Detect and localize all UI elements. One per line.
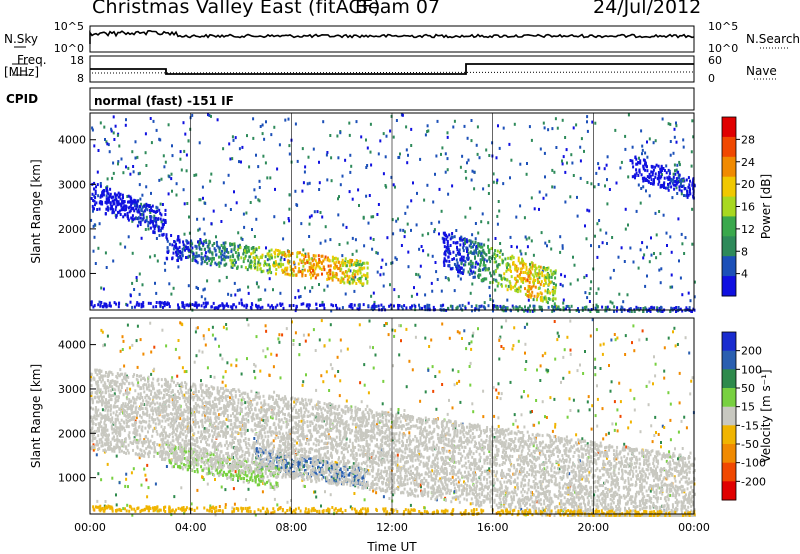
colorbar-swatch xyxy=(722,196,736,217)
x-tick-label: 20:00 xyxy=(577,521,609,534)
colorbar-tick-label: 4 xyxy=(741,268,748,281)
radar-title: Christmas Valley East (fitACF) xyxy=(92,0,381,18)
y-tick-label: 3000 xyxy=(58,383,86,396)
colorbar-tick-label: 15 xyxy=(741,401,755,414)
y-tick-label: 1000 xyxy=(58,472,86,485)
heatmap-cells xyxy=(90,113,696,313)
colorbar-tick-label: 8 xyxy=(741,245,748,258)
colorbar-tick-label: -15 xyxy=(741,419,759,432)
freq-tick-bottom: 8 xyxy=(77,72,84,85)
nsearch-tick-top: 10^5 xyxy=(708,20,738,33)
colorbar-swatch xyxy=(722,369,736,389)
colorbar-label: Velocity [m s⁻¹] xyxy=(759,369,773,462)
colorbar-tick-label: 200 xyxy=(741,345,762,358)
y-axis-label: Slant Range [km] xyxy=(29,159,43,263)
x-tick-label: 00:00 xyxy=(74,521,106,534)
colorbar-swatch xyxy=(722,256,736,277)
x-tick-label: 12:00 xyxy=(376,521,408,534)
freq-trace xyxy=(90,63,694,75)
y-tick-label: 3000 xyxy=(58,178,86,191)
velocity-colorbar: 200 100 50 15 -15 -50 -100 -200 Velocity [m s⁻¹] xyxy=(721,331,773,501)
colorbar-swatch xyxy=(722,444,736,464)
colorbar-tick-label: 50 xyxy=(741,382,755,395)
velocity-panel: 1000 2000 3000 4000 00:00 04:00 08:00 12:00 16:0… xyxy=(29,317,710,554)
nsearch-label: N.Search xyxy=(746,32,800,46)
nsearch-tick-bottom: 10^0 xyxy=(708,42,738,55)
colorbars: 28 24 20 16 12 8 4 Power [dB] 200 100 50 15 -15 -50 -1… xyxy=(721,116,773,501)
nave-label: Nave xyxy=(746,64,777,78)
colorbar-swatch xyxy=(722,350,736,370)
y-axis-label: Slant Range [km] xyxy=(29,364,43,468)
nave-tick-bottom: 0 xyxy=(708,72,715,85)
colorbar-tick-label: -50 xyxy=(741,438,759,451)
colorbar-swatch xyxy=(722,388,736,408)
colorbar-swatch xyxy=(722,136,736,158)
beam-label: Beam 07 xyxy=(355,0,441,18)
nsky-trace xyxy=(89,29,695,44)
colorbar-tick-label: 24 xyxy=(741,156,755,169)
colorbar-swatch xyxy=(722,462,736,482)
nsky-tick-top: 10^5 xyxy=(54,20,84,33)
colorbar-tick-label: -200 xyxy=(741,475,766,488)
power-panel: 1000 2000 3000 4000 Slant Range [km] xyxy=(29,112,696,313)
colorbar-swatch xyxy=(722,406,736,426)
colorbar-tick-label: 16 xyxy=(741,201,755,214)
nave-trace xyxy=(91,71,695,74)
y-tick-label: 2000 xyxy=(58,223,86,236)
heatmap-cells xyxy=(90,318,696,517)
freq-tick-top: 18 xyxy=(70,54,84,67)
colorbar-swatch xyxy=(722,332,736,352)
colorbar-tick-label: -100 xyxy=(741,457,766,470)
colorbar-tick-label: 28 xyxy=(741,133,755,146)
colorbar-label: Power [dB] xyxy=(759,174,773,239)
colorbar-swatch xyxy=(722,216,736,237)
strip-tick-labels: 10^5 10^0 10^5 10^0 18 8 60 0 normal (fa… xyxy=(54,20,738,108)
colorbar-swatch xyxy=(722,117,736,138)
nsky-tick-bottom: 10^0 xyxy=(54,42,84,55)
cpid-label: CPID xyxy=(6,92,39,106)
date-label: 24/Jul/2012 xyxy=(593,0,702,18)
x-axis-label: Time UT xyxy=(366,540,417,554)
y-tick-label: 4000 xyxy=(58,134,86,147)
y-tick-label: 2000 xyxy=(58,427,86,440)
x-tick-label: 08:00 xyxy=(275,521,307,534)
colorbar-swatch xyxy=(722,481,736,501)
colorbar-swatch xyxy=(722,156,736,178)
nsky-label: N.Sky xyxy=(4,32,39,46)
colorbar-swatch xyxy=(722,276,736,297)
colorbar-tick-label: 20 xyxy=(741,178,755,191)
colorbar-swatch xyxy=(722,425,736,445)
y-tick-label: 1000 xyxy=(58,267,86,280)
colorbar-tick-label: 100 xyxy=(741,363,762,376)
colorbar-swatch xyxy=(722,236,736,257)
power-colorbar: 28 24 20 16 12 8 4 Power [dB] xyxy=(721,116,773,297)
nave-tick-top: 60 xyxy=(708,54,722,67)
x-tick-label: 04:00 xyxy=(175,521,207,534)
heatmap-panels: 1000 2000 3000 4000 Slant Range [km] 1000 2000… xyxy=(29,112,710,554)
x-tick-label: 16:00 xyxy=(477,521,509,534)
y-tick-label: 4000 xyxy=(58,339,86,352)
cpid-text: normal (fast) -151 IF xyxy=(94,94,234,108)
colorbar-tick-label: 12 xyxy=(741,223,755,236)
x-tick-label: 00:00 xyxy=(678,521,710,534)
strip-traces xyxy=(89,29,695,75)
colorbar-swatch xyxy=(722,176,736,198)
